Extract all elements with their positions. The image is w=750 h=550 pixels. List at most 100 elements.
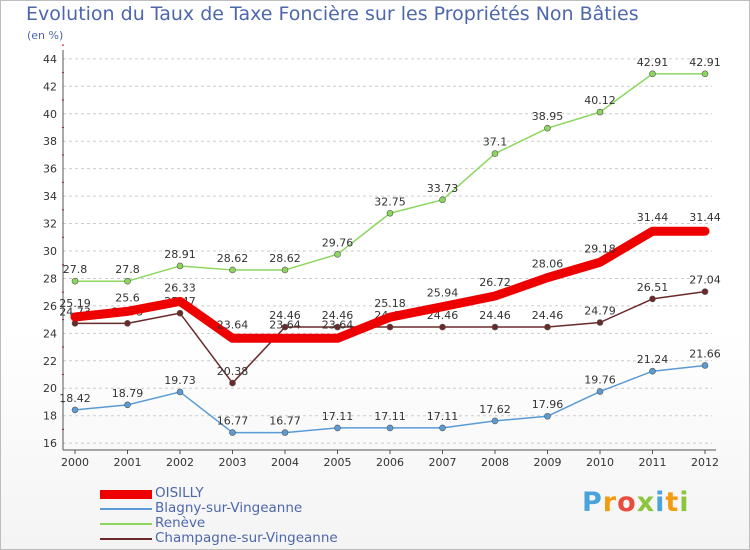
data-point: [386, 209, 394, 217]
data-label: 23.64: [217, 318, 249, 331]
data-label: 24.46: [269, 309, 301, 322]
y-tick-label: 28: [43, 272, 57, 285]
legend-label: Champagne-sur-Vingeanne: [155, 530, 338, 546]
x-tick-label: 2000: [61, 456, 89, 469]
chart-title: Evolution du Taux de Taxe Foncière sur l…: [26, 3, 639, 25]
data-point: [281, 266, 289, 274]
y-tick-label: 20: [43, 382, 57, 395]
data-point: [334, 424, 341, 432]
data-label: 17.11: [427, 410, 459, 423]
data-point: [701, 288, 709, 295]
data-point: [491, 150, 499, 157]
data-label: 17.11: [322, 410, 354, 423]
data-point: [386, 323, 394, 331]
data-label: 26.72: [479, 276, 511, 289]
data-point: [71, 406, 79, 414]
x-tick-label: 2003: [219, 456, 247, 469]
data-label: 23.64: [322, 318, 354, 331]
data-label: 18.79: [112, 387, 144, 400]
data-point: [491, 292, 499, 300]
logo-letter: i: [679, 487, 690, 518]
data-label: 25.18: [374, 297, 406, 310]
data-point: [544, 274, 551, 281]
data-point: [124, 401, 131, 409]
y-tick-label: 26: [43, 300, 57, 313]
data-label: 27.8: [63, 263, 88, 276]
data-point: [439, 424, 446, 432]
data-label: 24.46: [479, 309, 511, 322]
data-point: [334, 250, 341, 258]
data-label: 26.51: [637, 281, 669, 294]
data-point: [124, 277, 131, 285]
data-point: [176, 298, 184, 305]
y-tick-label: 30: [43, 245, 57, 258]
data-label: 24.46: [322, 309, 354, 322]
y-tick-label: 18: [43, 410, 57, 423]
y-tick-label: 16: [43, 437, 57, 450]
y-tick-label: 40: [43, 108, 57, 121]
logo-letter: t: [665, 487, 680, 518]
y-tick-label: 42: [43, 80, 57, 93]
logo-letter: P: [582, 487, 603, 518]
data-point: [649, 70, 656, 78]
data-label: 19.76: [584, 374, 616, 387]
y-tick-label: 32: [43, 218, 57, 231]
logo-letter: x: [636, 487, 656, 518]
data-point: [596, 319, 604, 326]
data-label: 16.77: [269, 415, 301, 428]
data-label: 25.94: [427, 287, 459, 300]
data-point: [71, 313, 79, 321]
data-point: [386, 313, 394, 321]
data-label: 42.91: [689, 56, 721, 69]
chart-unit-label: (en %): [27, 29, 64, 42]
data-point: [649, 227, 656, 235]
x-tick-label: 2002: [166, 456, 194, 469]
data-label: 24.79: [584, 305, 616, 318]
data-label: 27.04: [689, 274, 721, 287]
proxiti-logo: Proxiti: [582, 487, 690, 518]
data-label: 33.73: [427, 182, 459, 195]
data-point: [649, 367, 656, 375]
y-tick-label: 24: [43, 327, 57, 340]
data-point: [596, 388, 604, 395]
x-tick-label: 2012: [691, 456, 719, 469]
data-point: [596, 108, 604, 116]
data-point: [229, 334, 236, 342]
logo-letter: r: [602, 487, 618, 518]
data-point: [176, 309, 184, 317]
legend-label: OISILLY: [155, 485, 204, 501]
data-label: 31.44: [637, 211, 669, 224]
data-label: 21.24: [637, 353, 669, 366]
x-tick-label: 2008: [481, 456, 509, 469]
legend-swatch: [100, 538, 152, 540]
data-point: [386, 424, 394, 432]
x-tick-label: 2001: [114, 456, 142, 469]
data-label: 17.96: [532, 398, 564, 411]
data-label: 40.12: [584, 94, 616, 107]
data-label: 17.11: [374, 410, 406, 423]
data-point: [439, 196, 446, 204]
legend-swatch: [100, 489, 152, 499]
data-label: 24.46: [532, 309, 564, 322]
data-label: 23.64: [269, 318, 301, 331]
data-label: 29.76: [322, 236, 354, 249]
line-chart: 16 18 20 22 24 26 28 30 32 34 36 38 40 42 44 2000 2001 20…: [43, 44, 721, 469]
data-label: 29.18: [584, 242, 616, 255]
data-label: 17.62: [479, 403, 511, 416]
data-point: [176, 388, 184, 396]
data-point: [229, 266, 236, 274]
legend-label: Blagny-sur-Vingeanne: [155, 500, 303, 516]
x-tick-label: 2006: [376, 456, 404, 469]
data-point: [544, 124, 551, 132]
legend-swatch: [100, 508, 152, 510]
x-tick-label: 2009: [534, 456, 562, 469]
y-tick-label: 38: [43, 135, 57, 148]
data-label: 28.62: [269, 252, 301, 265]
data-point: [124, 308, 131, 315]
data-point: [701, 362, 709, 369]
data-point: [334, 323, 341, 331]
data-point: [229, 429, 236, 436]
y-tick-label: 44: [43, 53, 57, 66]
data-point: [334, 334, 341, 342]
